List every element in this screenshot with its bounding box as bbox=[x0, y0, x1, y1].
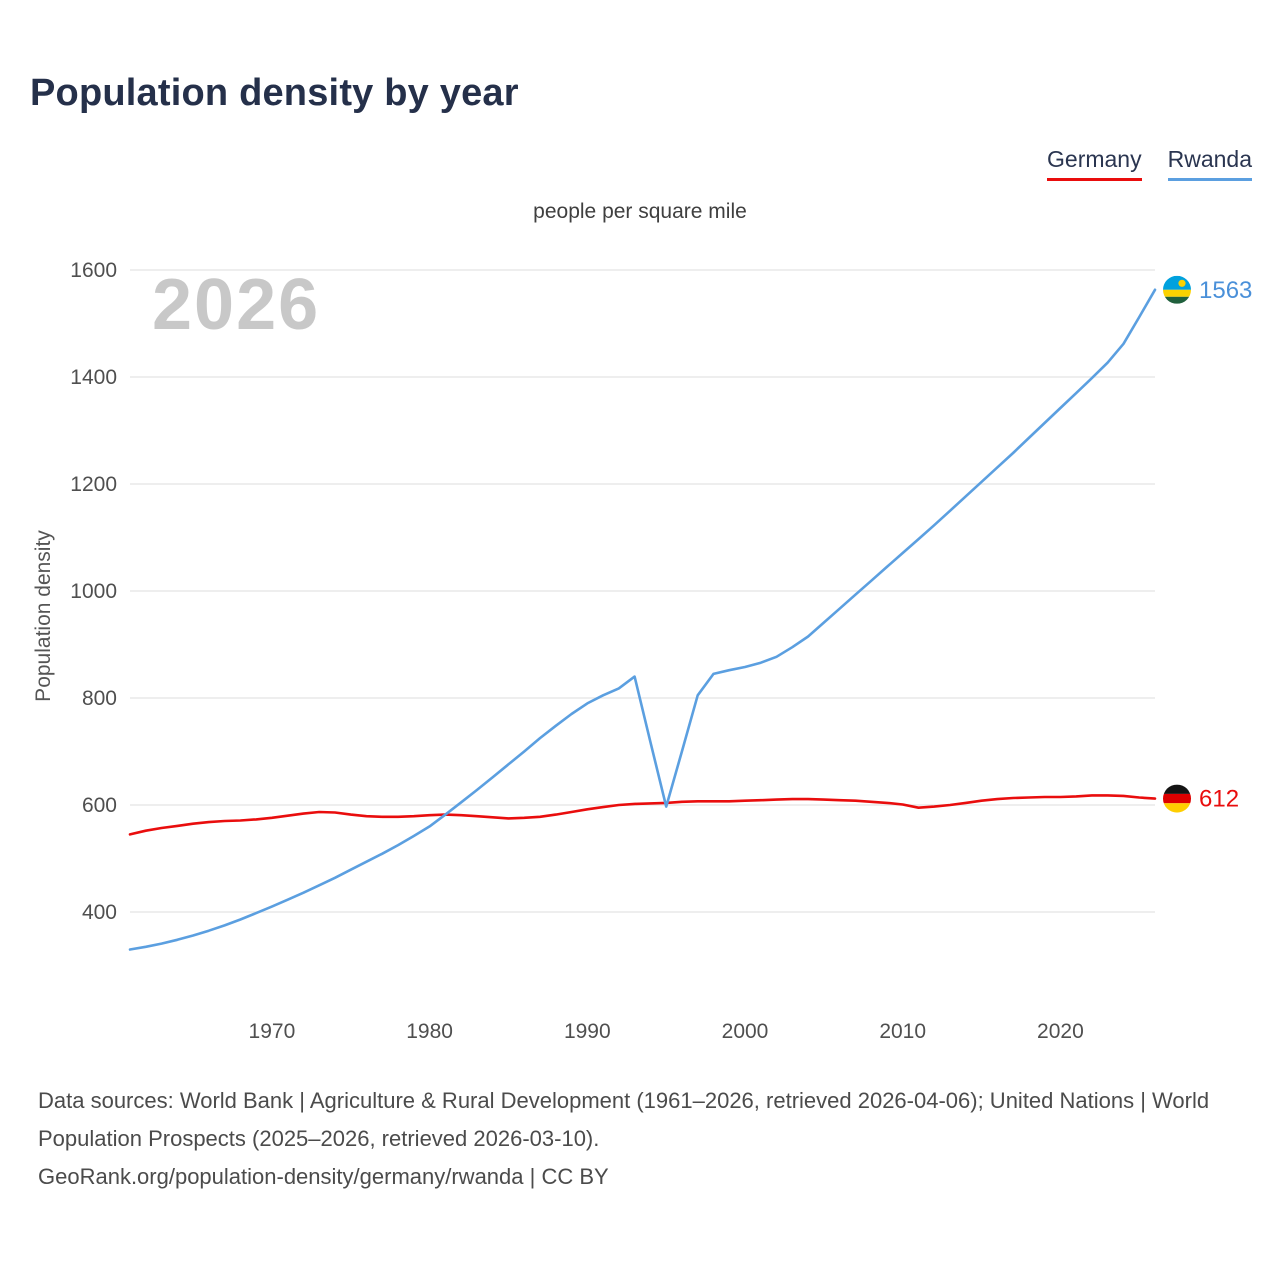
x-tick-label: 1990 bbox=[564, 1020, 611, 1043]
series-line-rwanda[interactable] bbox=[128, 288, 1157, 951]
legend-item-germany[interactable]: Germany bbox=[1047, 146, 1142, 181]
attribution-link[interactable]: GeoRank.org/population-density/germany/r… bbox=[38, 1164, 609, 1189]
x-tick-label: 2010 bbox=[879, 1020, 926, 1043]
series-line-germany[interactable] bbox=[128, 794, 1157, 836]
x-tick-label: 1980 bbox=[406, 1020, 453, 1043]
y-tick-label: 800 bbox=[82, 687, 117, 710]
y-tick-label: 400 bbox=[82, 901, 117, 924]
y-tick-label: 1000 bbox=[70, 580, 117, 603]
end-value-rwanda: 1563 bbox=[1199, 277, 1252, 304]
y-tick-label: 600 bbox=[82, 794, 117, 817]
chart-subtitle: people per square mile bbox=[533, 200, 747, 223]
y-tick-label: 1400 bbox=[70, 366, 117, 389]
x-tick-label: 2000 bbox=[722, 1020, 769, 1043]
y-tick-label: 1600 bbox=[70, 259, 117, 282]
x-tick-label: 2020 bbox=[1037, 1020, 1084, 1043]
legend-item-rwanda[interactable]: Rwanda bbox=[1167, 146, 1252, 181]
rwanda-flag-icon bbox=[1163, 275, 1191, 304]
end-value-germany: 612 bbox=[1199, 786, 1239, 813]
x-tick-label: 1970 bbox=[249, 1020, 296, 1043]
data-sources-text: Data sources: World Bank | Agriculture &… bbox=[38, 1088, 1210, 1151]
chart-title: Population density by year bbox=[30, 72, 519, 114]
data-sources: Data sources: World Bank | Agriculture &… bbox=[38, 1082, 1250, 1196]
germany-flag-icon bbox=[1163, 784, 1191, 813]
watermark-year: 2026 bbox=[152, 265, 321, 345]
legend: Germany Rwanda bbox=[1047, 146, 1252, 181]
y-tick-label: 1200 bbox=[70, 473, 117, 496]
